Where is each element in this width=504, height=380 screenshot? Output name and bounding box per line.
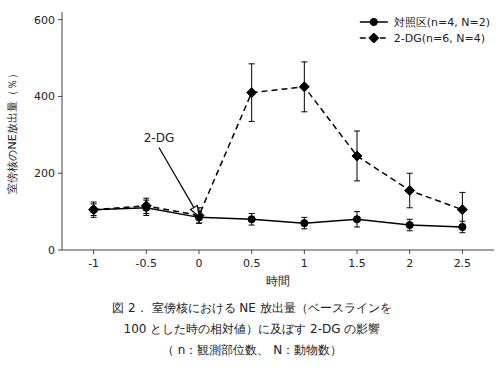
legend-label: 2-DG(n=6, N=4) [394,32,485,45]
x-tick-label: 2 [406,257,413,270]
point [141,201,151,211]
annotation-text: 2-DG [144,131,175,145]
error-cap [354,226,360,227]
error-cap [91,217,97,218]
legend-marker [370,18,377,25]
error-cap [301,111,307,112]
point [89,205,99,215]
error-cap [407,173,413,174]
y-axis-line [62,12,63,250]
error-cap [249,63,255,64]
error-bar [301,217,307,229]
error-cap [354,211,360,212]
point [248,216,255,223]
data [89,62,468,233]
error-cap [459,226,465,227]
error-cap [196,223,202,224]
x-tick-label: -1 [88,257,99,270]
error-bar [407,219,413,231]
error-cap [249,213,255,214]
x-axis-line [62,250,494,251]
point [352,151,362,161]
error-cap [354,180,360,181]
error-cap [91,202,97,203]
error-cap [301,228,307,229]
error-cap [196,223,202,224]
point [457,205,467,215]
x-tick [462,250,463,254]
error-cap [249,121,255,122]
y-tick-label: 0 [48,244,55,257]
x-axis-label: 時間 [266,274,290,288]
x-tick [93,250,94,254]
point [299,82,309,92]
error-cap [407,207,413,208]
y-tick-label: 400 [34,90,55,103]
annotation-arrow [159,147,194,207]
error-cap [407,219,413,220]
annotation: 2-DG [144,131,199,216]
point [301,220,308,227]
y-tick-label: 200 [34,167,55,180]
caption: 図 2． 室傍核における NE 放出量（ベースラインを 100 とした時の相対値）… [112,301,391,357]
error-cap [301,61,307,62]
error-bar [354,212,360,227]
y-tick [58,250,62,251]
y-tick [58,19,62,20]
error-cap [459,192,465,193]
x-tick [357,250,358,254]
x-tick-label: 2.5 [454,257,472,270]
x-tick [409,250,410,254]
x-tick-label: 1.5 [348,257,366,270]
caption-line: 100 とした時の相対値）に及ぼす 2-DG の影響 [124,322,381,336]
x-tick [251,250,252,254]
annotation-arrowhead [190,206,198,217]
series [89,62,468,227]
x-tick [146,250,147,254]
error-cap [143,213,149,214]
chart: -1 -0.5 0 0.5 1 1.5 2 2.5 0 200 400 600 時間 室傍核のNE放出量（… [0,0,504,380]
series-line [94,87,463,216]
error-cap [143,215,149,216]
caption-line: 図 2． 室傍核における NE 放出量（ベースラインを [112,301,391,315]
caption-line: （ n：観測部位数、 N：動物数） [162,343,342,357]
axes: -1 -0.5 0 0.5 1 1.5 2 2.5 0 200 400 600 [34,12,494,270]
x-tick [304,250,305,254]
error-cap [459,232,465,233]
error-cap [301,217,307,218]
point [247,88,257,98]
error-cap [407,230,413,231]
x-tick-label: 1 [301,257,308,270]
x-tick-label: 0.5 [243,257,261,270]
error-bar [249,214,255,226]
point [406,221,413,228]
legend: 対照区(n=4, N=2) 2-DG(n=6, N=4) [360,16,490,45]
error-cap [143,198,149,199]
y-tick [58,173,62,174]
x-tick-label: -0.5 [136,257,157,270]
error-cap [354,131,360,132]
y-axis-label: 室傍核のNE放出量（％） [6,68,19,193]
x-tick-label: 0 [195,257,202,270]
legend-label: 対照区(n=4, N=2) [394,16,490,29]
point [405,186,415,196]
point [353,216,360,223]
x-tick [198,250,199,254]
error-cap [249,225,255,226]
y-tick-label: 600 [34,14,55,27]
legend-marker [369,33,379,43]
y-tick [58,96,62,97]
